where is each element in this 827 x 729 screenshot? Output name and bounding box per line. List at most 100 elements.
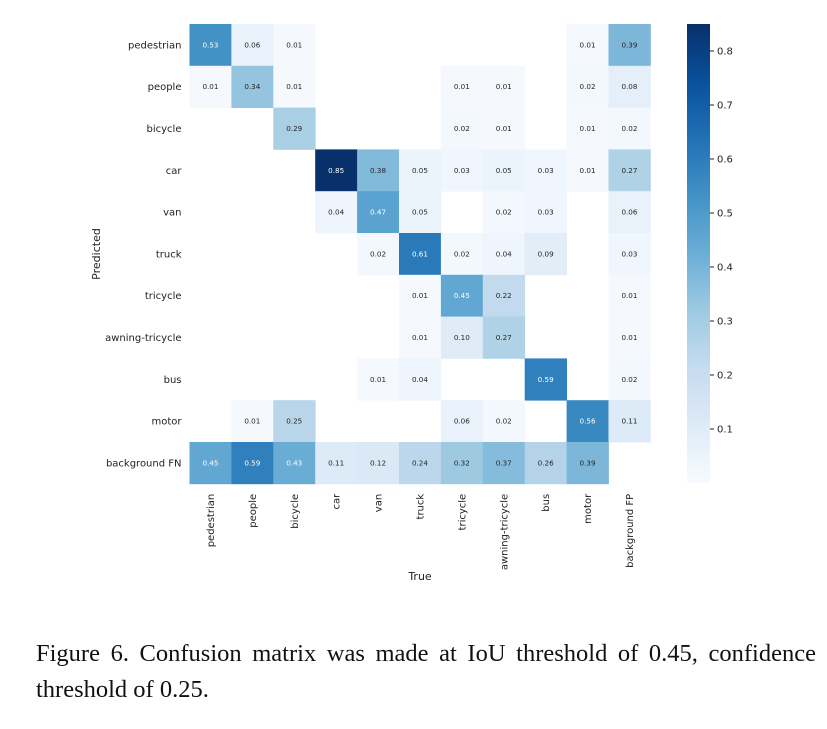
cell-value-label: 0.12 bbox=[370, 458, 386, 467]
cell-value-label: 0.03 bbox=[538, 208, 554, 217]
cell-value-label: 0.32 bbox=[454, 458, 470, 467]
cell-value-label: 0.02 bbox=[370, 249, 386, 258]
cell-value-label: 0.01 bbox=[580, 40, 596, 49]
heatmap-cell bbox=[482, 400, 526, 443]
cell-value-label: 0.01 bbox=[286, 40, 302, 49]
x-axis-label: True bbox=[407, 570, 432, 583]
heatmap-cell bbox=[566, 65, 609, 108]
x-tick-label: people bbox=[248, 494, 259, 528]
cell-value-label: 0.02 bbox=[621, 375, 637, 384]
heatmap-cell bbox=[315, 149, 358, 192]
heatmap-cell-labels: 0.53 0.06 0.01 0.01 0.39 0.01 0.34 0.01 0.01 0.01… bbox=[202, 40, 637, 467]
heatmap-cell bbox=[482, 442, 526, 485]
heatmap-cell bbox=[231, 400, 274, 443]
y-axis-label: Predicted bbox=[90, 228, 103, 280]
heatmap-cell bbox=[273, 107, 316, 150]
cell-value-label: 0.10 bbox=[454, 333, 470, 342]
colorbar-tick-label: 0.2 bbox=[717, 371, 733, 382]
heatmap-cell bbox=[399, 316, 442, 359]
heatmap-cell bbox=[440, 233, 484, 276]
heatmap-cell bbox=[566, 149, 609, 192]
y-tick-label: motor bbox=[151, 417, 182, 428]
cell-value-label: 0.09 bbox=[538, 249, 554, 258]
cell-value-label: 0.26 bbox=[538, 458, 554, 467]
cell-value-label: 0.59 bbox=[538, 375, 554, 384]
colorbar-gradient bbox=[687, 24, 710, 483]
cell-value-label: 0.02 bbox=[496, 208, 512, 217]
cell-value-label: 0.24 bbox=[412, 458, 428, 467]
cell-value-label: 0.38 bbox=[370, 166, 386, 175]
heatmap-cell bbox=[231, 24, 274, 67]
cell-value-label: 0.56 bbox=[580, 417, 596, 426]
y-tick-label: awning-tricycle bbox=[105, 333, 181, 344]
heatmap-cell bbox=[566, 442, 609, 485]
y-tick-label: car bbox=[166, 166, 183, 177]
cell-value-label: 0.39 bbox=[621, 40, 637, 49]
x-tick-label: awning-tricycle bbox=[499, 494, 510, 570]
cell-value-label: 0.04 bbox=[328, 208, 344, 217]
heatmap-cell bbox=[524, 149, 567, 192]
y-tick-label: background FN bbox=[106, 458, 182, 469]
cell-value-label: 0.05 bbox=[412, 208, 428, 217]
heatmap-cell bbox=[189, 65, 232, 108]
y-tick-label: bicycle bbox=[147, 124, 182, 135]
figure-caption: Figure 6. Confusion matrix was made at I… bbox=[36, 640, 816, 703]
heatmap-cell bbox=[189, 24, 232, 67]
cell-value-label: 0.61 bbox=[412, 249, 428, 258]
heatmap-cell bbox=[399, 233, 442, 276]
heatmap-cell bbox=[440, 107, 484, 150]
cell-value-label: 0.01 bbox=[580, 124, 596, 133]
heatmap-cell bbox=[482, 65, 526, 108]
x-tick-label: bicycle bbox=[290, 494, 301, 529]
heatmap-cell bbox=[273, 24, 316, 67]
cell-value-label: 0.43 bbox=[286, 458, 302, 467]
heatmap-cell bbox=[231, 442, 274, 485]
colorbar-tick-label: 0.7 bbox=[717, 101, 733, 112]
heatmap-cell bbox=[440, 149, 484, 192]
x-tick-label: car bbox=[332, 493, 343, 510]
heatmap-cell bbox=[357, 233, 400, 276]
heatmap-cell bbox=[524, 358, 567, 401]
heatmap-cell bbox=[399, 149, 442, 192]
x-tick-label: background FP bbox=[625, 494, 636, 568]
colorbar-tick-label: 0.3 bbox=[717, 317, 733, 328]
heatmap-cell bbox=[482, 149, 526, 192]
heatmap-cell bbox=[608, 191, 651, 234]
heatmap-cell bbox=[315, 442, 358, 485]
cell-value-label: 0.85 bbox=[328, 166, 344, 175]
heatmap-cell bbox=[399, 274, 442, 317]
cell-value-label: 0.11 bbox=[328, 458, 344, 467]
heatmap-cells bbox=[189, 24, 651, 485]
heatmap-cell bbox=[482, 274, 526, 317]
cell-value-label: 0.08 bbox=[621, 82, 637, 91]
heatmap-cell bbox=[524, 191, 567, 234]
cell-value-label: 0.37 bbox=[496, 458, 512, 467]
y-tick-label: bus bbox=[164, 375, 182, 386]
heatmap-cell bbox=[357, 442, 400, 485]
cell-value-label: 0.59 bbox=[244, 458, 260, 467]
heatmap-cell bbox=[399, 442, 442, 485]
heatmap-cell bbox=[357, 358, 400, 401]
cell-value-label: 0.01 bbox=[370, 375, 386, 384]
cell-value-label: 0.02 bbox=[454, 124, 470, 133]
cell-value-label: 0.01 bbox=[412, 333, 428, 342]
colorbar-tick-label: 0.6 bbox=[717, 155, 733, 166]
confusion-matrix-chart: 0.53 0.06 0.01 0.01 0.39 0.01 0.34 0.01 0.01 0.01… bbox=[90, 24, 733, 583]
cell-value-label: 0.02 bbox=[496, 417, 512, 426]
cell-value-label: 0.03 bbox=[538, 166, 554, 175]
cell-value-label: 0.01 bbox=[580, 166, 596, 175]
heatmap-cell bbox=[608, 274, 651, 317]
heatmap-cell bbox=[440, 65, 484, 108]
cell-value-label: 0.01 bbox=[244, 417, 260, 426]
cell-value-label: 0.06 bbox=[454, 417, 470, 426]
heatmap-cell bbox=[315, 191, 358, 234]
cell-value-label: 0.53 bbox=[202, 40, 218, 49]
cell-value-label: 0.47 bbox=[370, 208, 386, 217]
cell-value-label: 0.27 bbox=[621, 166, 637, 175]
cell-value-label: 0.29 bbox=[286, 124, 302, 133]
cell-value-label: 0.45 bbox=[202, 458, 218, 467]
heatmap-cell bbox=[608, 316, 651, 359]
heatmap-cell bbox=[524, 442, 567, 485]
cell-value-label: 0.04 bbox=[496, 249, 512, 258]
y-tick-label: people bbox=[148, 82, 182, 93]
